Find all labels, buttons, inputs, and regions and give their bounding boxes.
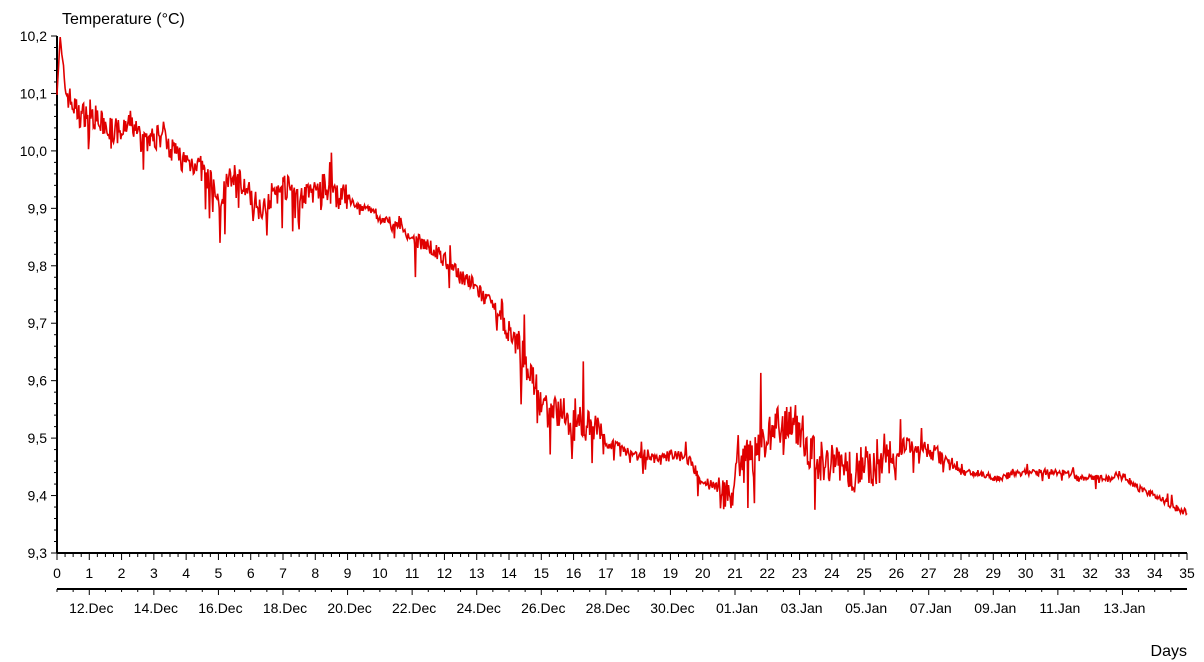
- y-axis-title: Temperature (°C): [62, 11, 185, 28]
- x-tick-label: 19: [663, 565, 679, 581]
- y-tick-label: 10,1: [20, 85, 47, 101]
- y-tick-label: 9,6: [28, 373, 48, 389]
- x-tick-label: 4: [182, 565, 190, 581]
- date-tick-label: 12.Dec: [69, 600, 113, 616]
- x-tick-label: 16: [566, 565, 582, 581]
- x-tick-label: 30: [1018, 565, 1034, 581]
- x-tick-label: 13: [469, 565, 485, 581]
- date-axis: 12.Dec 14.Dec 16.Dec 18.Dec 20.Dec 22.Dec 24.D…: [56, 588, 1187, 616]
- y-tick-label: 10,0: [20, 143, 47, 159]
- date-tick-label: 11.Jan: [1039, 600, 1080, 616]
- y-tick-label: 9,3: [28, 545, 48, 561]
- x-tick-label: 31: [1050, 565, 1066, 581]
- date-tick-label: 20.Dec: [327, 600, 371, 616]
- x-tick-label: 21: [727, 565, 743, 581]
- x-tick-label: 18: [630, 565, 646, 581]
- x-tick-label: 17: [598, 565, 614, 581]
- y-tick-label: 9,9: [28, 200, 48, 216]
- date-tick-label: 05.Jan: [845, 600, 887, 616]
- x-tick-label: 29: [985, 565, 1001, 581]
- y-tick-label: 9,7: [28, 315, 48, 331]
- y-axis: 9,3 9,4 9,5 9,6 9,7 9,8 9,9 10,0 10,1 10,2: [20, 28, 58, 561]
- x-tick-label: 34: [1147, 565, 1163, 581]
- date-tick-label: 18.Dec: [263, 600, 307, 616]
- date-tick-label: 14.Dec: [134, 600, 178, 616]
- x-tick-label: 0: [53, 565, 61, 581]
- x-tick-label: 6: [247, 565, 255, 581]
- x-tick-label: 26: [889, 565, 905, 581]
- x-tick-label: 15: [533, 565, 549, 581]
- x-tick-label: 28: [953, 565, 969, 581]
- x-tick-label: 23: [792, 565, 808, 581]
- x-axis: 0 1 2 3 4 5 6 7 8 9 10 11 12 13 14 15 16 17 18 19 20 21 22 23 24…: [53, 552, 1195, 581]
- x-tick-label: 24: [824, 565, 840, 581]
- x-tick-label: 10: [372, 565, 388, 581]
- date-tick-label: 24.Dec: [457, 600, 501, 616]
- y-tick-label: 10,2: [20, 28, 47, 44]
- y-tick-label: 9,4: [28, 488, 48, 504]
- x-tick-label: 3: [150, 565, 158, 581]
- x-tick-label: 27: [921, 565, 937, 581]
- x-tick-label: 35: [1179, 565, 1195, 581]
- x-tick-label: 14: [501, 565, 517, 581]
- x-tick-label: 8: [311, 565, 319, 581]
- y-tick-label: 9,5: [28, 430, 48, 446]
- x-tick-label: 11: [405, 565, 420, 581]
- date-tick-label: 28.Dec: [586, 600, 630, 616]
- date-tick-label: 26.Dec: [521, 600, 565, 616]
- x-tick-label: 2: [118, 565, 126, 581]
- date-tick-label: 03.Jan: [781, 600, 823, 616]
- date-tick-label: 22.Dec: [392, 600, 436, 616]
- date-tick-label: 13.Jan: [1103, 600, 1145, 616]
- temperature-series-line: [56, 37, 1188, 516]
- date-tick-label: 09.Jan: [974, 600, 1016, 616]
- date-tick-label: 07.Jan: [910, 600, 952, 616]
- x-tick-label: 1: [85, 565, 93, 581]
- plot-area: [56, 37, 1188, 516]
- date-tick-label: 01.Jan: [716, 600, 758, 616]
- x-tick-label: 12: [437, 565, 453, 581]
- x-tick-label: 32: [1082, 565, 1098, 581]
- x-tick-label: 9: [344, 565, 352, 581]
- x-tick-label: 25: [856, 565, 872, 581]
- date-tick-label: 16.Dec: [198, 600, 242, 616]
- x-tick-label: 7: [279, 565, 287, 581]
- x-tick-label: 33: [1115, 565, 1131, 581]
- y-tick-label: 9,8: [28, 258, 48, 274]
- x-tick-label: 22: [759, 565, 775, 581]
- x-tick-label: 5: [215, 565, 223, 581]
- date-tick-label: 30.Dec: [650, 600, 694, 616]
- x-axis-title: Days: [1151, 643, 1187, 660]
- x-tick-label: 20: [695, 565, 711, 581]
